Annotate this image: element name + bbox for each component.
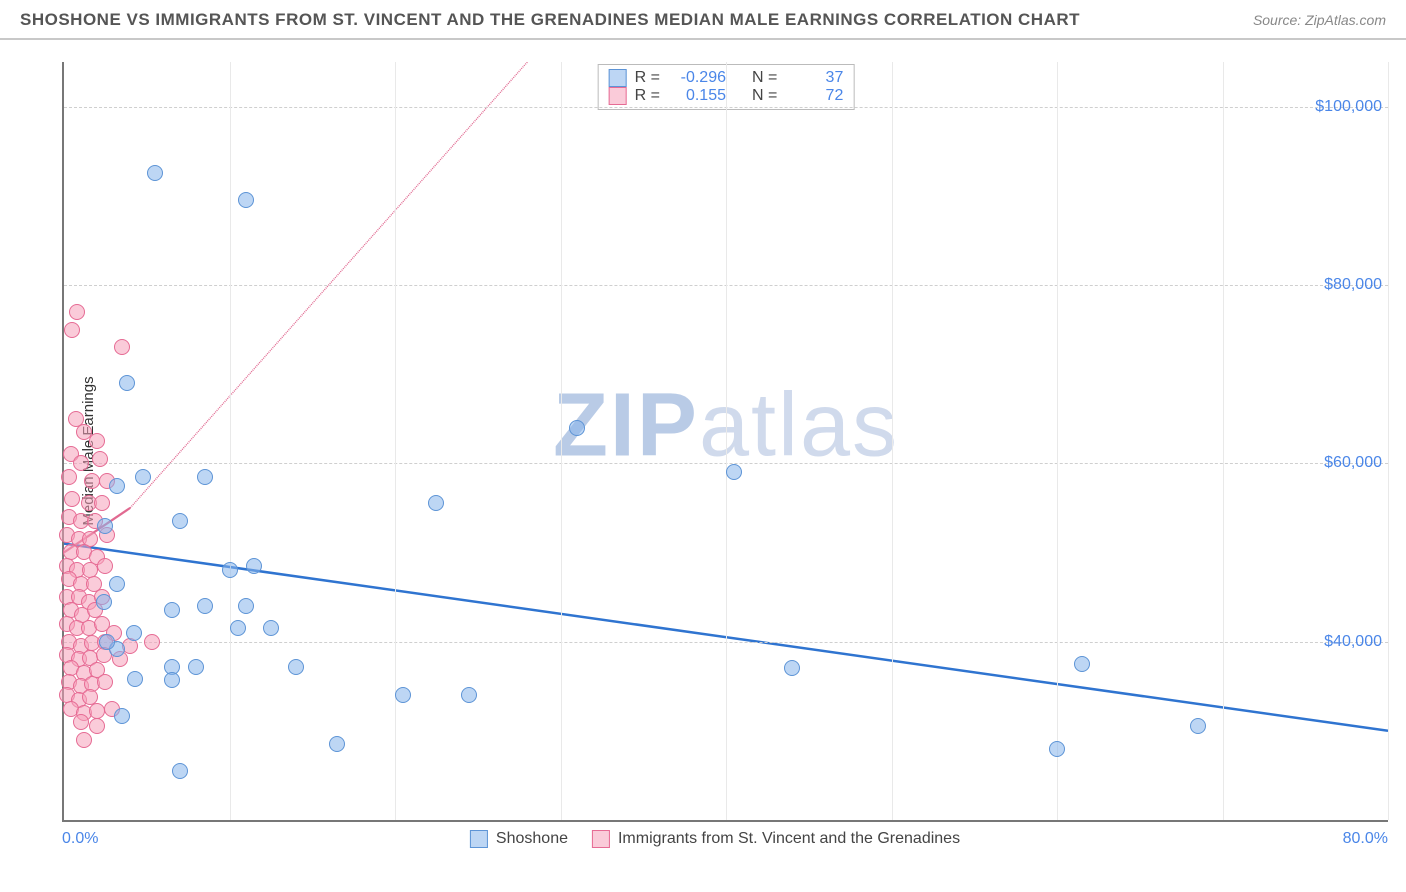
data-point-blue [238,598,254,614]
data-point-pink [89,433,105,449]
y-tick-label: $60,000 [1324,454,1382,472]
legend-item-blue: Shoshone [470,830,568,848]
data-point-pink [89,703,105,719]
data-point-pink [97,558,113,574]
data-point-blue [119,375,135,391]
data-point-blue [329,736,345,752]
data-point-pink [69,304,85,320]
data-point-blue [1190,718,1206,734]
data-point-blue [164,672,180,688]
gridline-v [1057,62,1058,820]
chart-header: SHOSHONE VS IMMIGRANTS FROM ST. VINCENT … [0,0,1406,40]
data-point-pink [76,732,92,748]
data-point-blue [246,558,262,574]
y-tick-label: $40,000 [1324,633,1382,651]
gridline-v [1223,62,1224,820]
n-value: 37 [785,69,843,87]
data-point-blue [1049,741,1065,757]
r-label: R = [635,87,660,105]
x-min-label: 0.0% [62,830,98,848]
legend-label: Shoshone [496,830,568,848]
data-point-blue [238,192,254,208]
data-point-blue [263,620,279,636]
data-point-blue [222,562,238,578]
swatch-pink-icon [609,87,627,105]
data-point-blue [784,660,800,676]
data-point-blue [395,687,411,703]
data-point-pink [64,322,80,338]
r-value: 0.155 [668,87,726,105]
data-point-blue [288,659,304,675]
gridline-v [561,62,562,820]
gridline-v [726,62,727,820]
n-label: N = [752,87,777,105]
y-tick-label: $100,000 [1315,98,1382,116]
swatch-blue-icon [609,69,627,87]
x-max-label: 80.0% [1343,830,1388,848]
gridline-v [230,62,231,820]
data-point-pink [94,495,110,511]
data-point-blue [127,671,143,687]
source-name: ZipAtlas.com [1305,12,1386,28]
data-point-pink [73,513,89,529]
data-point-pink [144,634,160,650]
data-point-blue [197,598,213,614]
data-point-pink [73,714,89,730]
data-point-blue [197,469,213,485]
source-attribution: Source: ZipAtlas.com [1253,12,1386,28]
source-label: Source: [1253,12,1301,28]
gridline-v [1388,62,1389,820]
data-point-pink [92,451,108,467]
data-point-blue [164,602,180,618]
y-tick-label: $80,000 [1324,276,1382,294]
data-point-blue [147,165,163,181]
data-point-blue [461,687,477,703]
data-point-blue [1074,656,1090,672]
data-point-pink [61,469,77,485]
data-point-pink [73,455,89,471]
data-point-pink [84,473,100,489]
r-label: R = [635,69,660,87]
gridline-v [892,62,893,820]
data-point-blue [99,634,115,650]
n-label: N = [752,69,777,87]
data-point-blue [569,420,585,436]
swatch-pink-icon [592,830,610,848]
data-point-pink [97,674,113,690]
gridline-v [395,62,396,820]
n-value: 72 [785,87,843,105]
data-point-blue [135,469,151,485]
data-point-blue [428,495,444,511]
data-point-blue [172,763,188,779]
legend-label: Immigrants from St. Vincent and the Gren… [618,830,960,848]
data-point-blue [172,513,188,529]
series-legend: Shoshone Immigrants from St. Vincent and… [470,830,960,848]
data-point-blue [109,478,125,494]
data-point-blue [188,659,204,675]
watermark-light: atlas [699,375,899,475]
data-point-blue [726,464,742,480]
r-value: -0.296 [668,69,726,87]
data-point-pink [89,718,105,734]
data-point-blue [230,620,246,636]
data-point-blue [97,518,113,534]
data-point-blue [96,594,112,610]
chart-title: SHOSHONE VS IMMIGRANTS FROM ST. VINCENT … [20,10,1080,30]
legend-item-pink: Immigrants from St. Vincent and the Gren… [592,830,960,848]
swatch-blue-icon [470,830,488,848]
data-point-pink [114,339,130,355]
plot-area: ZIPatlas R = -0.296 N = 37 R = 0.155 N =… [62,62,1388,822]
data-point-blue [126,625,142,641]
data-point-blue [114,708,130,724]
chart-area: Median Male Earnings ZIPatlas R = -0.296… [32,50,1398,852]
data-point-blue [109,576,125,592]
data-point-pink [64,491,80,507]
